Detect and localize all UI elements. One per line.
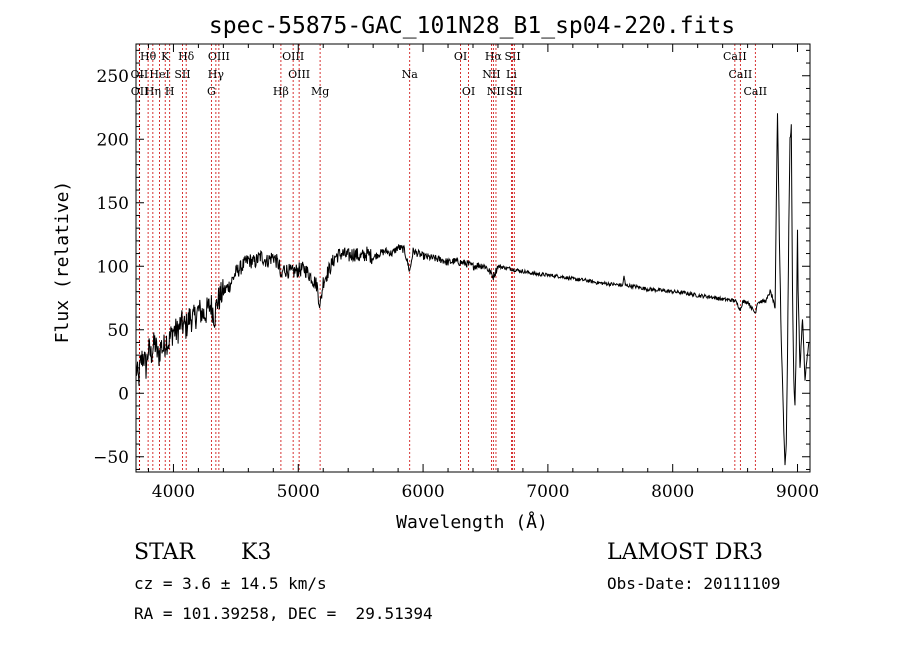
line-marker-label: OIII: [282, 50, 304, 63]
line-marker-label: K: [161, 50, 170, 63]
x-axis-label: Wavelength (Å): [396, 511, 548, 533]
line-marker-label: OII: [131, 68, 149, 81]
line-marker-label: SII: [506, 85, 522, 98]
line-marker-label: Li: [506, 68, 517, 81]
line-marker-label: SII: [174, 68, 190, 81]
x-tick-label: 9000: [776, 482, 819, 502]
line-marker-label: Na: [402, 68, 419, 81]
line-marker-label: OI: [462, 85, 475, 98]
x-tick-label: 8000: [651, 482, 694, 502]
line-marker-label: Hβ: [273, 85, 289, 98]
line-marker-label: Hθ: [140, 50, 157, 63]
object-class: STAR: [134, 540, 195, 565]
x-tick-label: 5000: [277, 482, 320, 502]
spectrum-line: [135, 113, 810, 466]
redshift-line: cz = 3.6 ± 14.5 km/s: [134, 574, 327, 593]
line-marker-label: CaII: [729, 68, 753, 81]
plot-frame: [135, 43, 811, 473]
axis-ticks: 4000 5000 6000 7000 8000 9000 −50 0 50 100 150 200 2…: [93, 44, 819, 502]
line-marker-label: CaII: [743, 85, 767, 98]
line-marker-label: NII: [482, 68, 500, 81]
y-tick-label: 50: [107, 321, 129, 341]
line-marker-label: OII: [131, 85, 149, 98]
y-tick-label: 100: [97, 257, 129, 277]
x-tick-label: 4000: [152, 482, 195, 502]
ra-dec-line: RA = 101.39258, DEC = 29.51394: [134, 604, 433, 623]
line-marker-label: NII: [487, 85, 505, 98]
x-tick-label: 6000: [401, 482, 444, 502]
survey-name: LAMOST DR3: [607, 540, 763, 565]
object-subclass: K3: [241, 540, 272, 565]
y-tick-label: −50: [93, 448, 129, 468]
line-marker-label: Hδ: [178, 50, 195, 63]
x-tick-label: 7000: [526, 482, 569, 502]
y-tick-label: 150: [97, 194, 129, 214]
obs-date: Obs-Date: 20111109: [607, 574, 781, 593]
line-marker-label: H: [165, 85, 175, 98]
line-marker-label: OIII: [208, 50, 230, 63]
chart-title: spec-55875-GAC_101N28_B1_sp04-220.fits: [209, 13, 735, 39]
line-marker-label: Hγ: [208, 68, 225, 81]
line-marker-label: Hη: [145, 85, 161, 98]
line-marker-label: OI: [454, 50, 467, 63]
y-tick-label: 200: [97, 130, 129, 150]
line-marker-label: G: [207, 85, 216, 98]
y-axis-label: Flux (relative): [52, 181, 73, 344]
line-marker-label: HeI: [149, 68, 169, 81]
line-marker-label: Hα: [485, 50, 503, 63]
line-marker-label: CaII: [723, 50, 747, 63]
y-tick-label: 250: [97, 67, 129, 87]
line-marker-label: SII: [504, 50, 520, 63]
y-tick-label: 0: [118, 384, 129, 404]
line-marker-label: Mg: [311, 85, 329, 98]
line-marker-label: OIII: [288, 68, 310, 81]
